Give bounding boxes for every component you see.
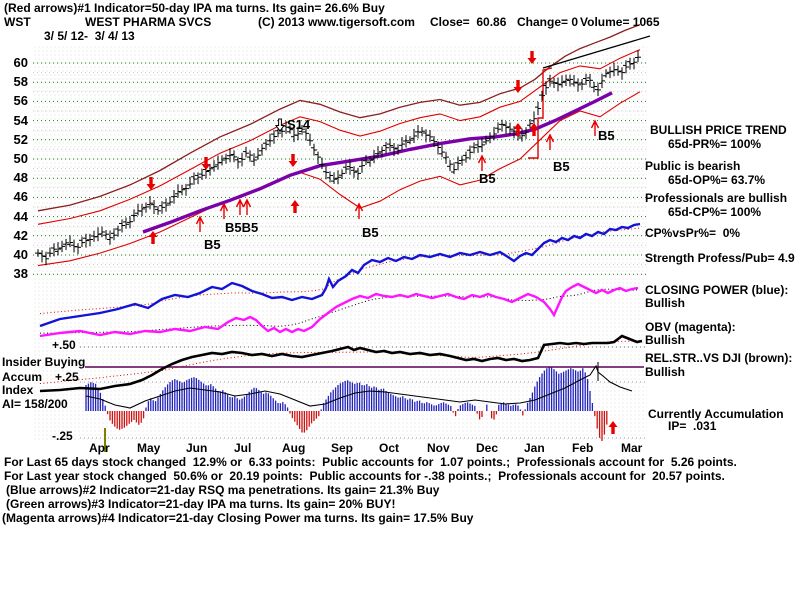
signal-annotation: S14 — [287, 117, 311, 132]
footer-line: (Green arrows)#3 Indicator=21-day IPA ma… — [6, 497, 396, 511]
right-panel-line: 65d-OP%= 63.7% — [668, 173, 766, 187]
signal-annotation: B5 — [553, 159, 570, 174]
price-tick-label: 46 — [13, 189, 28, 204]
right-panel-line: Bullish — [645, 333, 686, 347]
right-panel-line: Professionals are bullish — [645, 191, 788, 205]
month-label: May — [137, 441, 161, 455]
company-name: WEST PHARMA SVCS — [85, 15, 212, 29]
month-label: Nov — [427, 441, 450, 455]
month-label: Dec — [476, 441, 499, 455]
month-label: Jun — [186, 441, 208, 455]
footer-line: (Blue arrows)#2 Indicator=21-day RSQ ma … — [6, 483, 440, 497]
indicator-label: Accum — [2, 370, 43, 384]
copyright-label: (C) 2013 www.tigersoft.com — [258, 15, 415, 29]
month-label: Mar — [621, 441, 643, 455]
date-range: 3/ 5/ 12- 3/ 4/ 13 — [44, 29, 135, 43]
signal-annotation: B5B5 — [225, 220, 259, 235]
month-label: Oct — [379, 441, 400, 455]
month-label: Sep — [331, 441, 354, 455]
right-panel-line: OBV (magenta): — [645, 320, 736, 334]
price-tick-label: 60 — [13, 55, 28, 70]
indicator1-caption: (Red arrows)#1 Indicator=50-day IPA ma t… — [4, 1, 385, 15]
right-panel-line: Currently Accumulation — [648, 407, 784, 421]
price-tick-label: 44 — [13, 209, 28, 224]
right-panel-line: 65d-PR%= 100% — [668, 137, 762, 151]
indicator-label: Insider Buying — [2, 355, 86, 369]
volume-value: Volume= 1065 — [580, 15, 660, 29]
month-label: Feb — [572, 441, 594, 455]
right-panel-line: REL.STR..VS DJI (brown): — [645, 351, 793, 365]
signal-annotation: B5 — [479, 171, 496, 186]
indicator-label: AI= 158/200 — [2, 397, 68, 411]
month-label: Jul — [234, 441, 252, 455]
right-panel-line: Strength Profess/Pub= 4.9 — [645, 251, 795, 265]
right-panel-line: Bullish — [645, 365, 686, 379]
indicator-label: -.25 — [52, 429, 73, 443]
right-panel-line: 65d-CP%= 100% — [668, 205, 762, 219]
footer-line: For Last 65 days stock changed 12.9% or … — [4, 455, 737, 469]
right-panel-line: Public is bearish — [645, 159, 741, 173]
price-tick-label: 58 — [13, 74, 28, 89]
price-tick-label: 40 — [13, 247, 28, 262]
footer-line: For Last year stock changed 50.6% or 20.… — [4, 469, 725, 483]
right-panel-line: CP%vsPr%= 0% — [645, 226, 741, 240]
indicator-label: Index — [2, 383, 34, 397]
price-tick-label: 48 — [13, 170, 28, 185]
right-panel-line: BULLISH PRICE TREND — [650, 123, 787, 137]
price-tick-label: 52 — [13, 132, 28, 147]
right-panel-line: Bullish — [645, 296, 686, 310]
close-value: Close= 60.86 — [430, 15, 507, 29]
price-tick-label: 56 — [13, 93, 28, 108]
signal-annotation: B5 — [362, 225, 379, 240]
signal-annotation: B5 — [204, 237, 221, 252]
right-panel-line: IP= .031 — [668, 419, 717, 433]
change-value: Change= 0 — [517, 15, 579, 29]
price-tick-label: 50 — [13, 151, 28, 166]
month-label: Aug — [282, 441, 306, 455]
footer-line: (Magenta arrows)#4 Indicator=21-day Clos… — [2, 511, 474, 525]
ticker-symbol: WST — [4, 15, 31, 29]
indicator-label: +.25 — [55, 370, 79, 384]
signal-annotation: B5 — [598, 128, 615, 143]
month-label: Jan — [524, 441, 545, 455]
price-tick-label: 42 — [13, 228, 28, 243]
indicator-label: +.50 — [52, 338, 76, 352]
price-tick-label: 54 — [13, 113, 28, 128]
price-tick-label: 38 — [13, 266, 28, 281]
right-panel-line: CLOSING POWER (blue): — [645, 283, 789, 297]
month-label: Apr — [89, 441, 110, 455]
